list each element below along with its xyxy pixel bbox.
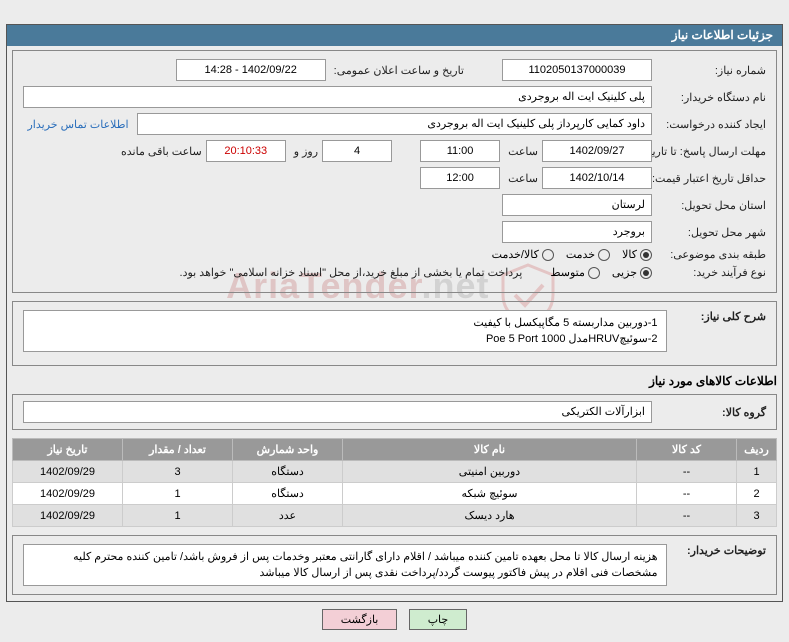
city-field: بروجرد [502,221,652,243]
desc-text: 1-دوربین مداربسته 5 مگاپیکسل با کیفیت 2-… [23,310,667,352]
buyer-notes-label: توضیحات خریدار: [671,544,766,557]
days-label: روز و [290,145,318,158]
requester-field: داود کمایی کارپرداز پلی کلینیک ایت اله ب… [137,113,652,135]
items-table: ردیف کد کالا نام کالا واحد شمارش تعداد /… [12,438,777,527]
need-no-label: شماره نیاز: [656,64,766,77]
contact-link[interactable]: اطلاعات تماس خریدار [23,118,133,131]
deadline-label: مهلت ارسال پاسخ: تا تاریخ: [656,145,766,158]
time-label-2: ساعت [504,172,538,185]
th-code: کد کالا [637,439,737,461]
deadline-date: 1402/09/27 [542,140,652,162]
deadline-time: 11:00 [420,140,500,162]
process-radio-group: جزیی متوسط [550,266,652,279]
class-radio-group: کالا خدمت کالا/خدمت [492,248,652,261]
table-row: 2--سوئیچ شبکهدستگاه11402/09/29 [13,483,777,505]
top-section: شماره نیاز: 1102050137000039 تاریخ و ساع… [12,50,777,293]
process-label: نوع فرآیند خرید: [656,266,766,279]
back-button[interactable]: بازگشت [322,609,398,630]
table-row: 3--هارد دیسکعدد11402/09/29 [13,505,777,527]
radio-kala[interactable]: کالا [622,248,652,261]
desc-section: شرح کلی نیاز: 1-دوربین مداربسته 5 مگاپیک… [12,301,777,366]
main-content: شماره نیاز: 1102050137000039 تاریخ و ساع… [12,50,777,596]
buyer-org-field: پلی کلینیک ایت اله بروجردی [23,86,652,108]
radio-jozi[interactable]: جزیی [612,266,652,279]
group-section: گروه کالا: ابزارآلات الکتریکی [12,394,777,430]
process-note: پرداخت تمام یا بخشی از مبلغ خرید،از محل … [176,266,523,279]
th-name: نام کالا [343,439,637,461]
items-heading: اطلاعات کالاهای مورد نیاز [12,374,777,388]
validity-label: حداقل تاریخ اعتبار قیمت: تا تاریخ: [656,172,766,185]
announce-field: 1402/09/22 - 14:28 [176,59,326,81]
remain-label: ساعت باقی مانده [117,145,202,158]
radio-motevaset[interactable]: متوسط [550,266,600,279]
validity-date: 1402/10/14 [542,167,652,189]
group-field: ابزارآلات الکتریکی [23,401,652,423]
desc-label: شرح کلی نیاز: [671,310,766,323]
days-field: 4 [322,140,392,162]
th-unit: واحد شمارش [233,439,343,461]
validity-time: 12:00 [420,167,500,189]
requester-label: ایجاد کننده درخواست: [656,118,766,131]
buyer-notes-section: توضیحات خریدار: هزینه ارسال کالا تا محل … [12,535,777,595]
announce-label: تاریخ و ساعت اعلان عمومی: [330,64,464,77]
th-date: تاریخ نیاز [13,439,123,461]
table-row: 1--دوربین امنیتیدستگاه31402/09/29 [13,461,777,483]
time-label-1: ساعت [504,145,538,158]
class-label: طبقه بندی موضوعی: [656,248,766,261]
button-bar: چاپ بازگشت [0,609,789,630]
need-no-field: 1102050137000039 [502,59,652,81]
radio-both[interactable]: کالا/خدمت [492,248,554,261]
city-label: شهر محل تحویل: [656,226,766,239]
radio-khadmat[interactable]: خدمت [566,248,610,261]
buyer-org-label: نام دستگاه خریدار: [656,91,766,104]
province-label: استان محل تحویل: [656,199,766,212]
th-row: ردیف [737,439,777,461]
print-button[interactable]: چاپ [409,609,468,630]
province-field: لرستان [502,194,652,216]
remain-time: 20:10:33 [206,140,286,162]
buyer-notes-text: هزینه ارسال کالا تا محل بعهده تامین کنند… [23,544,667,586]
th-qty: تعداد / مقدار [123,439,233,461]
group-label: گروه کالا: [656,406,766,419]
